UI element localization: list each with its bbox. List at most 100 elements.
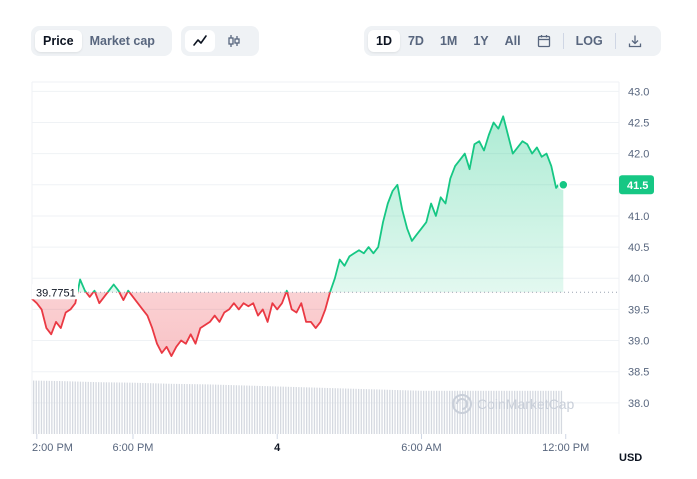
volume-bar	[209, 384, 212, 434]
volume-bar	[490, 390, 492, 434]
range-all[interactable]: All	[504, 34, 521, 48]
volume-bar	[451, 390, 453, 434]
volume-bar	[269, 386, 271, 434]
watermark-text: CoinMarketCap	[477, 396, 574, 412]
price-area-down	[32, 292, 564, 357]
volume-bar	[384, 389, 386, 434]
volume-bar	[43, 380, 45, 434]
volume-bar	[181, 383, 183, 434]
volume-bar	[329, 388, 331, 434]
volume-bar	[417, 390, 420, 434]
volume-bar	[298, 387, 300, 434]
volume-bar	[235, 385, 238, 434]
volume-bar	[72, 381, 74, 434]
x-axis: 2:00 PM 6:00 PM 4 6:00 AM 12:00 PM	[32, 434, 589, 454]
x-tick-label: 6:00 AM	[401, 442, 441, 454]
volume-bar	[306, 387, 308, 434]
volume-bar	[482, 390, 485, 434]
volume-bar	[519, 390, 521, 434]
volume-bar	[100, 382, 102, 434]
volume-bar	[534, 390, 537, 434]
volume-bar	[378, 389, 381, 434]
volume-bar	[183, 384, 186, 434]
volume-bar	[521, 390, 524, 434]
tab-price[interactable]: Price	[35, 30, 82, 52]
volume-bar	[264, 386, 266, 434]
volume-bar	[498, 390, 500, 434]
volume-bar	[207, 384, 209, 434]
volume-bar	[485, 390, 487, 434]
volume-bar	[251, 385, 253, 434]
volume-bar	[381, 389, 383, 434]
volume-bar	[339, 388, 342, 434]
volume-bar	[105, 382, 108, 434]
volume-bar	[170, 383, 173, 434]
volume-bar	[443, 390, 446, 434]
volume-bar	[87, 381, 89, 434]
volume-bar	[467, 390, 469, 434]
price-line	[31, 115, 565, 357]
volume-bar	[150, 383, 152, 434]
volume-bar	[131, 382, 134, 434]
volume-bar	[157, 383, 160, 434]
volume-bar	[399, 390, 401, 434]
volume-bar	[407, 390, 409, 434]
volume-bar	[282, 386, 284, 434]
candlestick-button[interactable]	[219, 30, 249, 52]
volume-bar	[33, 380, 35, 434]
range-1y[interactable]: 1Y	[473, 34, 489, 48]
volume-bar	[542, 390, 544, 434]
volume-bar	[124, 382, 126, 434]
volume-bar	[363, 389, 365, 434]
volume-bar	[186, 384, 188, 434]
volume-bar	[347, 388, 349, 434]
volume-bar	[220, 384, 222, 434]
tab-market-cap[interactable]: Market cap	[89, 34, 155, 48]
volume-bar	[454, 390, 456, 434]
volume-bar	[238, 385, 240, 434]
volume-bar	[173, 383, 175, 434]
range-1d[interactable]: 1D	[368, 30, 400, 52]
range-7d[interactable]: 7D	[407, 34, 424, 48]
volume-bar	[334, 388, 336, 434]
volume-bar	[137, 382, 139, 434]
volume-bar	[147, 383, 149, 434]
volume-bar	[321, 387, 323, 434]
volume-bar	[540, 390, 542, 434]
y-tick-label: 39.0	[628, 336, 649, 348]
last-price-value: 41.5	[627, 180, 648, 192]
volume-bar	[472, 390, 474, 434]
y-tick-label: 40.5	[628, 242, 649, 254]
volume-bar	[160, 383, 162, 434]
y-tick-label: 42.5	[628, 117, 649, 129]
volume-bar	[386, 389, 388, 434]
price-line-down	[31, 292, 331, 357]
volume-bar	[165, 383, 167, 434]
volume-bar	[53, 380, 56, 434]
price-area	[32, 116, 564, 357]
volume-bar	[233, 385, 235, 434]
calendar-button[interactable]	[529, 30, 559, 52]
volume-bar	[152, 383, 154, 434]
volume-bar	[553, 390, 555, 434]
volume-bar	[285, 386, 287, 434]
volume-bar	[488, 390, 490, 434]
volume-bar	[204, 384, 206, 434]
download-button[interactable]	[620, 30, 650, 52]
last-price-dot	[558, 179, 569, 191]
volume-bar	[358, 388, 360, 434]
last-price-badge	[619, 175, 654, 195]
volume-bar	[178, 383, 180, 434]
volume-bars	[33, 380, 563, 434]
reference-price-label: 39.7751	[36, 287, 76, 299]
range-1m[interactable]: 1M	[439, 34, 458, 48]
volume-bar	[280, 386, 282, 434]
volume-bar	[469, 390, 472, 434]
line-chart-button[interactable]	[185, 30, 215, 52]
volume-bar	[436, 390, 438, 434]
volume-bar	[391, 389, 394, 434]
volume-bar	[155, 383, 157, 434]
volume-bar	[35, 380, 37, 434]
log-toggle[interactable]: LOG	[575, 34, 603, 48]
